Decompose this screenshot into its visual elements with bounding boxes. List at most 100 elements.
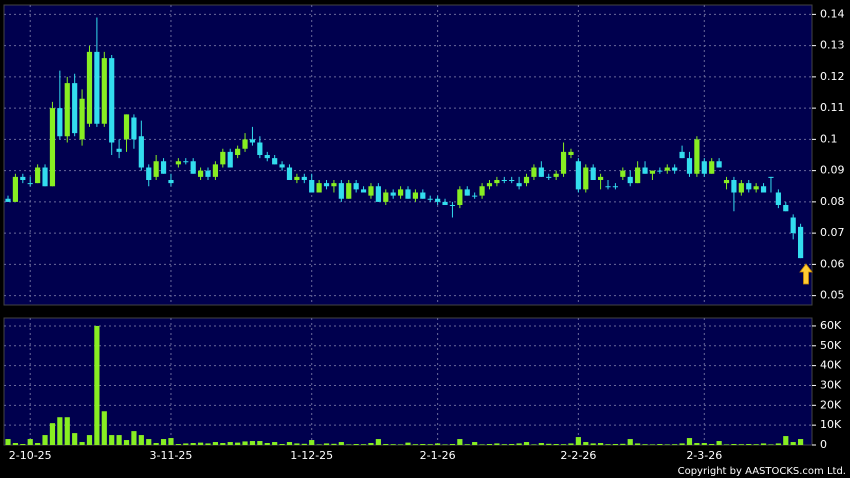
candle-body xyxy=(760,186,767,193)
candle-body xyxy=(390,192,396,196)
volume-bar xyxy=(42,435,48,445)
y-tick-label: 20K xyxy=(820,398,842,411)
candle-body xyxy=(279,164,285,168)
y-tick-label: 0.07 xyxy=(820,226,845,239)
candle-body xyxy=(464,189,470,196)
volume-bar xyxy=(768,444,774,445)
candle-body xyxy=(775,192,781,205)
candle-body xyxy=(353,183,359,190)
volume-bar xyxy=(5,439,11,445)
candle-body xyxy=(479,186,485,196)
volume-bar xyxy=(20,444,26,445)
volume-bar xyxy=(464,444,470,445)
volume-bar xyxy=(427,444,433,445)
candle-body xyxy=(227,151,233,168)
candle-body xyxy=(257,142,263,155)
x-tick-label: 3-11-25 xyxy=(149,449,192,462)
volume-bar xyxy=(405,442,411,445)
candle-body xyxy=(86,51,93,124)
volume-bar xyxy=(146,439,152,445)
candle-body xyxy=(501,180,507,181)
volume-bar xyxy=(198,442,204,445)
volume-bar xyxy=(331,443,337,445)
y-tick-label: 0.12 xyxy=(820,70,845,83)
volume-bar xyxy=(420,444,426,445)
volume-bar xyxy=(309,440,315,445)
volume-bar xyxy=(338,442,344,445)
candle-body xyxy=(531,167,537,177)
candle-body xyxy=(783,205,789,212)
y-tick-label: 0 xyxy=(820,438,827,451)
y-tick-label: 0.11 xyxy=(820,101,845,114)
volume-bar xyxy=(168,438,174,445)
volume-bar xyxy=(368,443,374,445)
volume-bar xyxy=(568,443,574,445)
volume-bar xyxy=(249,441,256,445)
candle-body xyxy=(612,186,618,188)
volume-bar xyxy=(620,443,626,445)
volume-bar xyxy=(220,443,226,445)
volume-bar xyxy=(635,443,641,445)
volume-bar xyxy=(190,443,196,445)
volume-bar xyxy=(412,444,418,445)
candle-body xyxy=(27,183,33,185)
volume-bar xyxy=(49,423,56,445)
volume-bar xyxy=(516,443,522,445)
candle-body xyxy=(679,151,685,159)
candle-body xyxy=(798,226,804,259)
volume-bar xyxy=(109,435,115,445)
volume-bar xyxy=(360,444,367,445)
y-tick-label: 10K xyxy=(820,418,842,431)
candle-body xyxy=(264,155,270,159)
candle-body xyxy=(294,176,300,180)
candle-body xyxy=(449,205,456,206)
candle-body xyxy=(664,167,670,171)
candle-body xyxy=(198,170,204,177)
candle-body xyxy=(442,201,448,205)
volume-bar xyxy=(205,443,211,445)
candle-body xyxy=(694,139,700,174)
volume-bar xyxy=(242,441,248,445)
volume-bar xyxy=(398,444,404,445)
volume-bar xyxy=(627,439,633,445)
volume-bar xyxy=(775,443,781,445)
volume-bar xyxy=(605,444,611,445)
volume-bar xyxy=(575,437,581,445)
volume-bar xyxy=(501,444,507,445)
candle-body xyxy=(368,186,374,196)
candle-body xyxy=(375,186,381,202)
volume-bar xyxy=(523,442,530,445)
candle-body xyxy=(746,183,752,190)
volume-bar xyxy=(701,443,707,445)
x-tick-label: 2-10-25 xyxy=(9,449,52,462)
y-tick-label: 40K xyxy=(820,359,842,372)
y-tick-label: 0.14 xyxy=(820,7,845,20)
candle-body xyxy=(153,161,159,177)
volume-bar xyxy=(57,417,63,445)
volume-bar xyxy=(664,444,670,445)
candle-body xyxy=(301,176,307,180)
candle-body xyxy=(72,83,78,134)
volume-bar xyxy=(590,443,596,445)
y-tick-label: 0.06 xyxy=(820,257,845,270)
volume-bar xyxy=(442,444,448,445)
y-tick-label: 30K xyxy=(820,378,842,391)
volume-bar xyxy=(723,444,730,445)
candle-body xyxy=(731,180,737,193)
candle-body xyxy=(20,176,26,180)
candle-body xyxy=(620,170,626,177)
volume-bar xyxy=(235,442,241,445)
candle-body xyxy=(138,136,144,168)
volume-bar xyxy=(598,443,604,445)
candle-body xyxy=(635,167,641,184)
volume-bar xyxy=(546,443,552,445)
candle-body xyxy=(272,158,278,165)
volume-bar xyxy=(694,443,700,445)
candle-body xyxy=(723,180,730,184)
candle-body xyxy=(235,148,241,155)
candle-body xyxy=(101,58,107,124)
volume-bar xyxy=(538,443,544,445)
candle-body xyxy=(316,183,322,193)
y-tick-label: 50K xyxy=(820,339,842,352)
